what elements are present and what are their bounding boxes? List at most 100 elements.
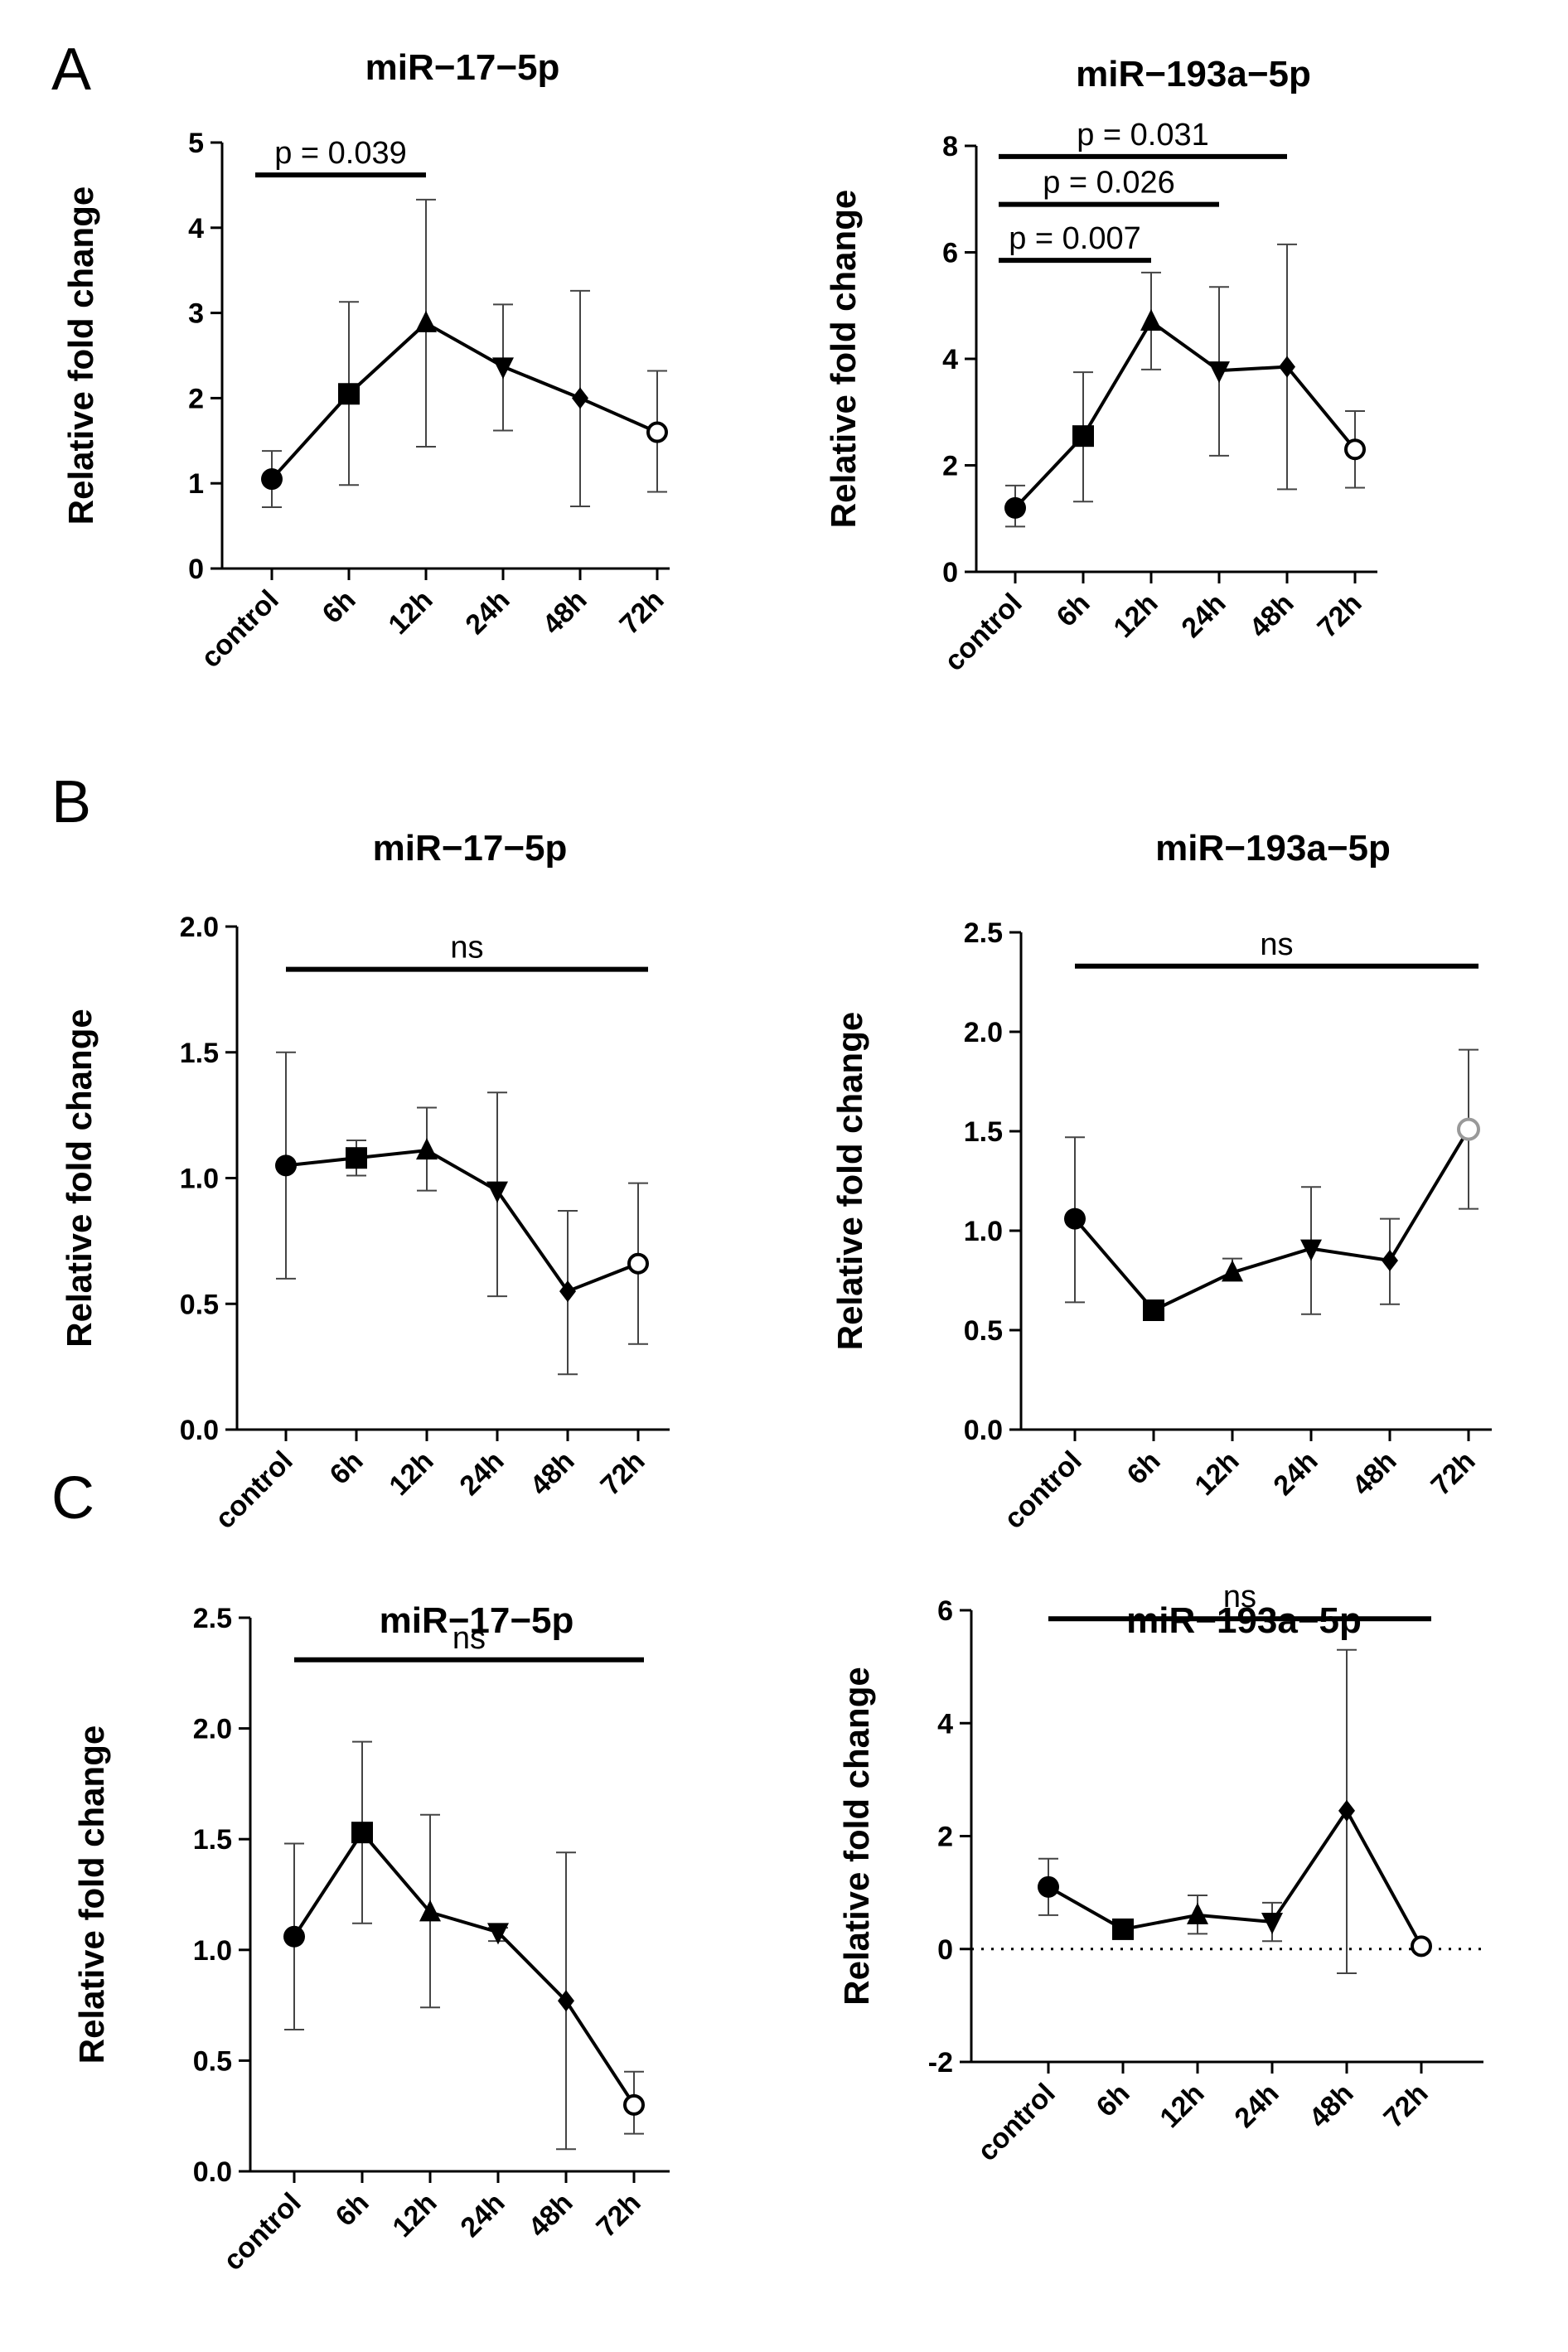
- chart-c2-y-tick-label: 6: [937, 1595, 953, 1627]
- chart-b1-title: miR−17−5p: [373, 828, 568, 869]
- chart-a2-y-tick-label: 6: [942, 238, 958, 269]
- chart-a1-x-tick-label: 72h: [613, 584, 670, 641]
- chart-c2-ylabel: Relative fold change: [837, 1667, 876, 2005]
- chart-c1-x-tick-label: 12h: [386, 2187, 443, 2243]
- chart-c2-y-tick-label: -2: [928, 2047, 953, 2079]
- chart-a2-y-tick-label: 2: [942, 451, 958, 482]
- chart-c1-point-6h: [351, 1822, 373, 1844]
- chart-c1-y-tick-label: 1.5: [193, 1824, 232, 1856]
- chart-c1-x-tick-label: 48h: [522, 2187, 578, 2243]
- chart-a2-x-tick-label: 72h: [1311, 588, 1367, 644]
- chart-a1-y-tick-label: 0: [188, 554, 204, 585]
- chart-c1-point-48h: [558, 1990, 574, 2012]
- chart-a1-annotation-label: p = 0.039: [274, 136, 407, 171]
- chart-a1-series-line: [270, 321, 658, 481]
- chart-a2-x-tick-label: 6h: [1051, 588, 1096, 633]
- chart-a1-x-tick-label: 24h: [459, 584, 515, 641]
- chart-c2-point-72h: [1411, 1935, 1432, 1958]
- chart-b2-y-tick-label: 1.0: [964, 1216, 1003, 1247]
- chart-c1: miR−17−5p Relative fold change 0.0 0.5 1.0 1.…: [72, 1600, 670, 2277]
- chart-a2-point-6h: [1072, 425, 1094, 448]
- chart-a1-point-72h: [646, 421, 668, 443]
- chart-a1-x-tick-label: 6h: [317, 584, 362, 630]
- chart-b2-y-tick-label: 2.5: [964, 917, 1003, 949]
- chart-b1-point-24h: [486, 1181, 508, 1203]
- chart-b1-point-6h: [346, 1147, 367, 1169]
- chart-a1-point-48h: [572, 387, 588, 409]
- chart-a1-y-tick-label: 5: [188, 128, 204, 159]
- chart-a2-y-tick-label: 4: [942, 344, 958, 375]
- chart-b1-y-tick-label: 0.0: [180, 1415, 219, 1446]
- chart-c2-point-48h: [1338, 1799, 1355, 1822]
- chart-b2-x-tick-label: 48h: [1346, 1445, 1402, 1502]
- chart-b2-y-tick-label: 0.5: [964, 1315, 1003, 1347]
- chart-b1-y-tick-label: 2.0: [180, 912, 219, 943]
- chart-b2-point-6h: [1143, 1299, 1164, 1321]
- chart-b2-point-24h: [1300, 1239, 1322, 1261]
- chart-b2-x-tick-label: 6h: [1121, 1445, 1167, 1491]
- chart-c1-x-tick-label: 72h: [590, 2187, 646, 2243]
- chart-b2-point-72h: [1457, 1117, 1480, 1141]
- chart-c1-point-control: [283, 1925, 305, 1948]
- chart-b2-x-tick-label: 24h: [1267, 1445, 1324, 1502]
- chart-b1-series-line: [285, 1149, 639, 1294]
- chart-b2-x-tick-label: 12h: [1188, 1445, 1245, 1502]
- chart-b1-point-72h: [627, 1252, 649, 1275]
- chart-a2-annotation-label: p = 0.026: [1043, 166, 1175, 201]
- chart-a2-point-control: [1004, 496, 1026, 519]
- chart-b1: miR−17−5p Relative fold change 0.0 0.5 1.0 1.…: [60, 828, 670, 1535]
- chart-c2-x-tick-label: 6h: [1091, 2078, 1136, 2123]
- chart-c2-annotation-label: ns: [1223, 1580, 1256, 1614]
- chart-a2-series-line: [1014, 320, 1357, 510]
- chart-b1-point-48h: [559, 1280, 576, 1303]
- chart-b2-series-line: [1073, 1128, 1470, 1312]
- chart-b2-point-12h: [1222, 1260, 1243, 1282]
- chart-c2-point-12h: [1187, 1902, 1208, 1924]
- chart-c2-point-6h: [1112, 1918, 1134, 1940]
- chart-a1-point-24h: [492, 357, 514, 380]
- chart-c1-x-tick-label: 6h: [330, 2187, 375, 2233]
- chart-c2-y-tick-label: 2: [937, 1822, 953, 1853]
- chart-b1-y-tick-label: 0.5: [180, 1289, 219, 1320]
- chart-a1-x-tick-label: control: [195, 584, 284, 674]
- chart-b1-x-tick-label: control: [209, 1445, 298, 1535]
- chart-c1-series-line: [293, 1831, 636, 2106]
- chart-a1-x-tick-label: 12h: [382, 584, 438, 641]
- chart-a2-x-tick-label: 48h: [1243, 588, 1299, 644]
- chart-c1-y-tick-label: 1.0: [193, 1935, 232, 1967]
- chart-a2-x-tick-label: 24h: [1175, 588, 1232, 644]
- chart-a2-x-tick-label: control: [938, 588, 1028, 677]
- chart-c1-annotation-label: ns: [452, 1621, 486, 1656]
- chart-b2-y-tick-label: 1.5: [964, 1116, 1003, 1148]
- chart-c2-y-tick-label: 0: [937, 1934, 953, 1966]
- chart-c1-title: miR−17−5p: [380, 1600, 574, 1641]
- chart-c2-x-tick-label: 72h: [1377, 2078, 1434, 2134]
- chart-a2: miR−193a−5p Relative fold change 0 2 4 6 8 cont…: [824, 54, 1377, 677]
- chart-a1: miR−17−5p Relative fold change 0 1 2 3 4 5 contr…: [61, 47, 670, 674]
- chart-c1-y-tick-label: 2.0: [193, 1714, 232, 1745]
- chart-b2-ylabel: Relative fold change: [830, 1012, 869, 1350]
- chart-a2-x-tick-label: 12h: [1107, 588, 1164, 644]
- chart-b2-x-tick-label: 72h: [1425, 1445, 1481, 1502]
- chart-a1-x-tick-label: 48h: [536, 584, 593, 641]
- chart-c2-point-24h: [1261, 1913, 1283, 1935]
- panel-letter-a: A: [51, 36, 91, 103]
- chart-c1-y-tick-label: 2.5: [193, 1603, 232, 1634]
- chart-c1-x-tick-label: control: [217, 2187, 307, 2277]
- chart-a1-point-6h: [338, 383, 360, 405]
- chart-c1-point-24h: [487, 1923, 509, 1945]
- chart-a1-ylabel: Relative fold change: [61, 186, 100, 525]
- chart-a1-y-tick-label: 4: [188, 213, 204, 244]
- chart-c1-y-tick-label: 0.5: [193, 2045, 232, 2077]
- chart-c2-x-tick-label: 48h: [1303, 2078, 1359, 2134]
- chart-b2-y-tick-label: 0.0: [964, 1415, 1003, 1446]
- chart-a1-title: miR−17−5p: [365, 47, 560, 88]
- chart-a2-point-48h: [1279, 356, 1295, 378]
- chart-a1-y-tick-label: 2: [188, 383, 204, 414]
- chart-b1-ylabel: Relative fold change: [60, 1009, 99, 1347]
- chart-c1-x-tick-label: 24h: [454, 2187, 511, 2243]
- chart-c2-series-line: [1048, 1808, 1423, 1948]
- chart-b2-x-tick-label: control: [998, 1445, 1087, 1535]
